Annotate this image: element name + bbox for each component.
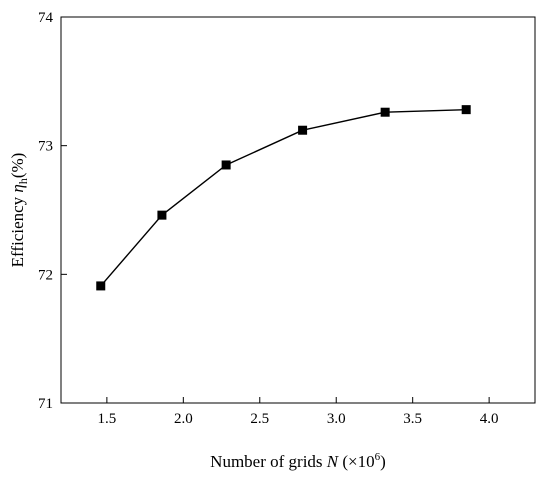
data-point	[96, 281, 106, 291]
x-tick-label: 2.0	[174, 411, 193, 427]
series-markers	[96, 105, 471, 291]
data-point	[221, 160, 231, 170]
x-tick-label: 1.5	[97, 411, 116, 427]
x-axis-ticks: 1.5 2.0 2.5 3.0 3.5 4.0	[97, 397, 499, 427]
x-axis-title: Number of grids N (×106)	[210, 451, 386, 471]
y-tick-label: 73	[38, 139, 53, 155]
plot-frame	[60, 16, 536, 404]
data-point	[298, 125, 308, 135]
data-point	[157, 210, 167, 220]
y-axis-ticks: 71 72 73 74	[38, 10, 67, 412]
y-tick-label: 72	[38, 267, 53, 283]
y-tick-label: 71	[38, 396, 53, 412]
data-point	[461, 105, 471, 115]
x-tick-label: 3.0	[327, 411, 346, 427]
series-line	[100, 108, 467, 287]
y-axis-title: Efficiency ηh(%)	[8, 153, 30, 268]
x-tick-label: 3.5	[403, 411, 422, 427]
data-point	[380, 107, 390, 117]
x-tick-label: 4.0	[480, 411, 499, 427]
x-tick-label: 2.5	[250, 411, 269, 427]
y-tick-label: 74	[38, 10, 54, 26]
